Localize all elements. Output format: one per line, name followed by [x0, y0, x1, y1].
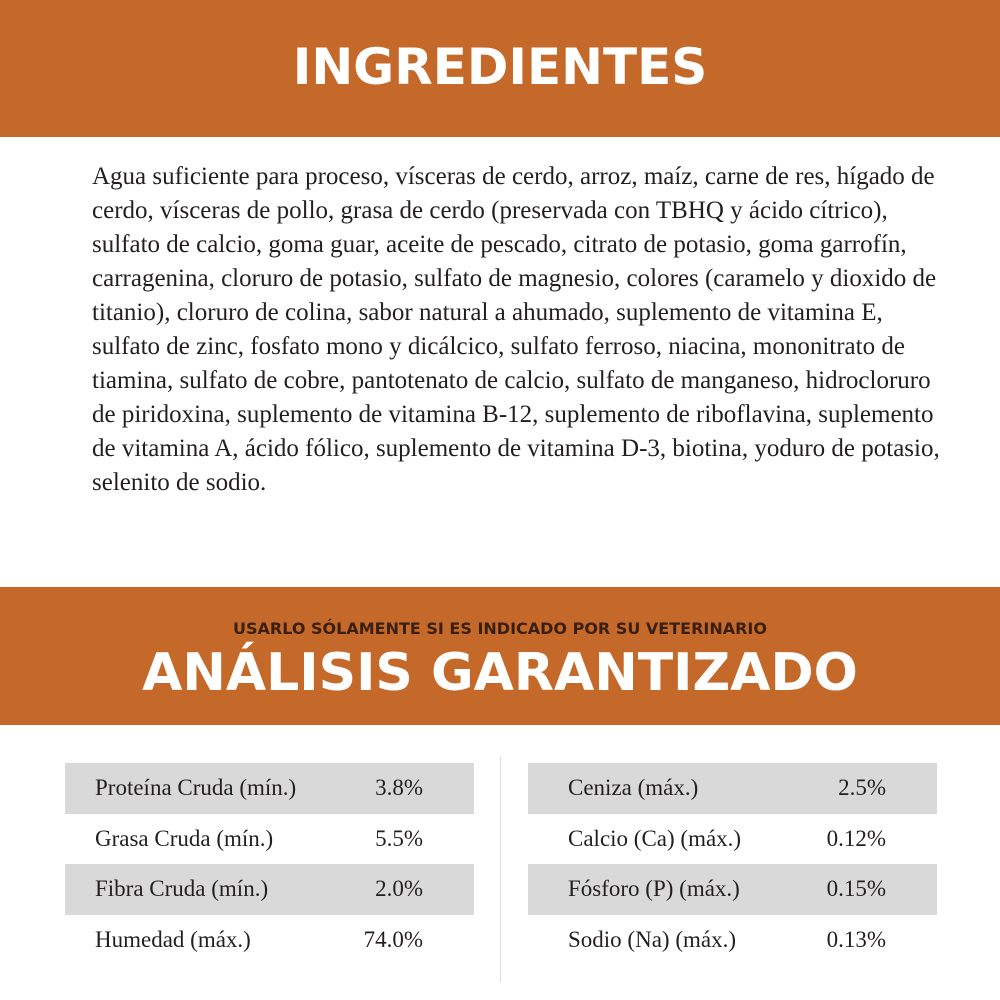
- header-band: [0, 0, 1000, 137]
- nutrient-label: Calcio (Ca) (máx.): [568, 825, 742, 851]
- ingredients-text: Agua suficiente para proceso, vísceras d…: [92, 163, 940, 496]
- analysis-row: Proteína Cruda (mín.) 3.8%: [65, 763, 474, 814]
- nutrient-label: Humedad (máx.): [95, 926, 251, 952]
- nutrient-label: Fibra Cruda (mín.): [95, 876, 269, 901]
- nutrient-value: 2.5%: [838, 775, 886, 800]
- nutrient-label: Grasa Cruda (mín.): [95, 825, 274, 851]
- analysis-row: Sodio (Na) (máx.) 0.13%: [528, 915, 937, 966]
- nutrient-label: Ceniza (máx.): [568, 775, 699, 800]
- analysis-band: [0, 587, 1000, 725]
- analysis-subtitle: USARLO SÓLAMENTE SI ES INDICADO POR SU V…: [233, 619, 767, 638]
- nutrient-value: 3.8%: [375, 775, 423, 800]
- nutrient-value: 0.12%: [826, 825, 886, 851]
- divider: [500, 757, 501, 982]
- analysis-row: Ceniza (máx.) 2.5%: [528, 763, 937, 814]
- nutrient-value: 0.13%: [826, 926, 886, 952]
- analysis-row: Fibra Cruda (mín.) 2.0%: [65, 864, 474, 915]
- analysis-row: Fósforo (P) (máx.) 0.15%: [528, 864, 937, 915]
- analysis-row: Humedad (máx.) 74.0%: [65, 915, 474, 966]
- nutrient-label: Fósforo (P) (máx.): [568, 876, 740, 901]
- analysis-right: Ceniza (máx.) 2.5% Calcio (Ca) (máx.) 0.12%…: [528, 763, 937, 965]
- analysis-title: ANÁLISIS GARANTIZADO: [142, 643, 858, 703]
- nutrient-value: 74.0%: [363, 926, 423, 952]
- analysis-row: Grasa Cruda (mín.) 5.5%: [65, 814, 474, 865]
- nutrient-value: 2.0%: [375, 876, 423, 901]
- nutrient-value: 5.5%: [375, 825, 423, 851]
- analysis-row: Calcio (Ca) (máx.) 0.12%: [528, 814, 937, 865]
- ingredients-title: INGREDIENTES: [292, 38, 708, 96]
- nutrient-label: Sodio (Na) (máx.): [568, 926, 736, 952]
- nutrient-label: Proteína Cruda (mín.): [95, 775, 297, 800]
- analysis-left: Proteína Cruda (mín.) 3.8% Grasa Cruda (mí…: [65, 763, 474, 965]
- nutrient-value: 0.15%: [826, 876, 886, 901]
